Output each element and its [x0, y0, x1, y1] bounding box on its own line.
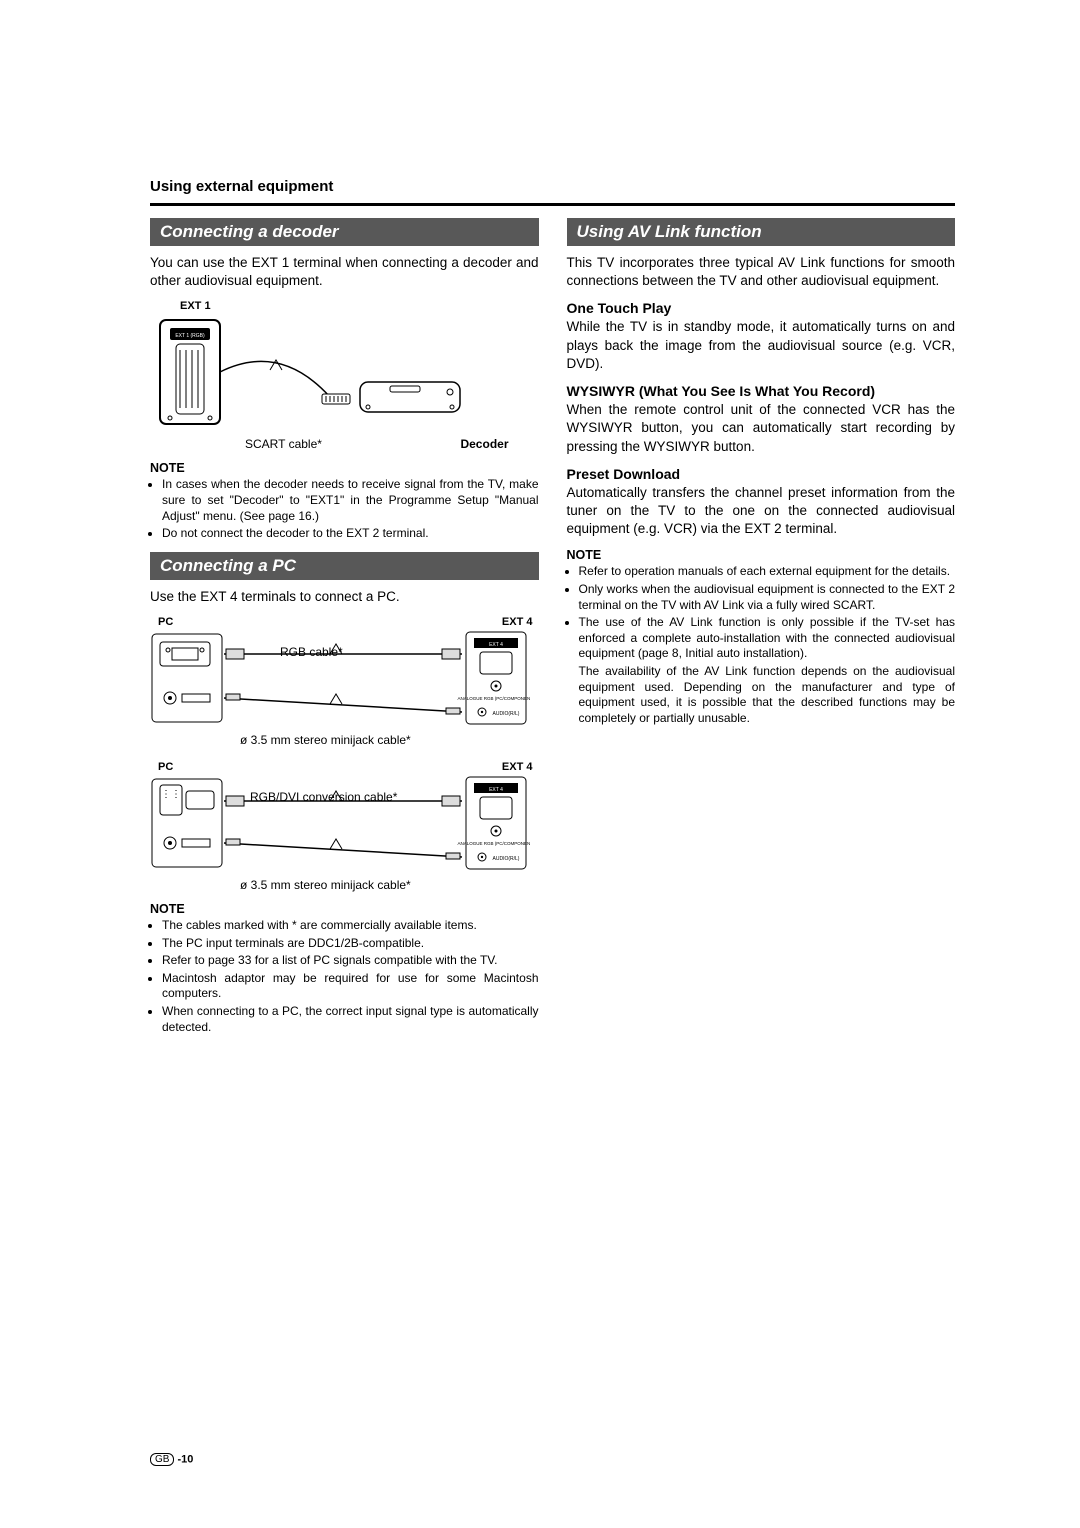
note-item: Do not connect the decoder to the EXT 2 … [162, 526, 539, 542]
note-item: Macintosh adaptor may be required for us… [162, 971, 539, 1002]
sub1-head: One Touch Play [567, 300, 956, 316]
scart-cable-label: SCART cable* [245, 437, 322, 451]
ext1-label: EXT 1 [180, 300, 539, 312]
port-badge-text: EXT 1 (RGB) [175, 333, 205, 339]
pc-a-right: EXT 4 [502, 616, 533, 628]
pc-a-cable-bottom: ø 3.5 mm stereo minijack cable* [240, 733, 539, 747]
note-item: Refer to operation manuals of each exter… [579, 564, 956, 580]
two-columns: Connecting a decoder You can use the EXT… [150, 212, 955, 1045]
pc-b-cable-bottom: ø 3.5 mm stereo minijack cable* [240, 878, 539, 892]
decoder-device-label: Decoder [460, 437, 508, 451]
svg-text:⋮⋮: ⋮⋮ [161, 789, 181, 800]
pc-b-svg: ⋮⋮ EXT 4 ANALOGUE RGB (PC/COMPONENT) AUD… [150, 773, 530, 873]
svg-text:AUDIO(R/L): AUDIO(R/L) [493, 711, 520, 717]
decoder-notes: In cases when the decoder needs to recei… [150, 477, 539, 541]
page: Using external equipment Connecting a de… [0, 0, 1080, 1528]
svg-text:ANALOGUE RGB (PC/COMPONENT): ANALOGUE RGB (PC/COMPONENT) [457, 841, 530, 846]
note-item: The cables marked with * are commerciall… [162, 918, 539, 934]
page-title: Using external equipment [150, 178, 955, 195]
note-item: In cases when the decoder needs to recei… [162, 477, 539, 524]
diagram-decoder: EXT 1 EXT 1 (RGB) [150, 300, 539, 451]
body-decoder: You can use the EXT 1 terminal when conn… [150, 254, 539, 290]
note-item: Only works when the audiovisual equipmen… [579, 582, 956, 613]
pc-notes: The cables marked with * are commerciall… [150, 918, 539, 1035]
right-column: Using AV Link function This TV incorpora… [567, 212, 956, 1045]
body-avlink: This TV incorporates three typical AV Li… [567, 254, 956, 290]
note-item: The availability of the AV Link function… [567, 664, 956, 726]
page-number: -10 [178, 1453, 194, 1465]
note-item: The PC input terminals are DDC1/2B-compa… [162, 936, 539, 952]
sub2-head: WYSIWYR (What You See Is What You Record… [567, 383, 956, 399]
note-label-2: NOTE [150, 902, 539, 916]
heading-pc: Connecting a PC [150, 552, 539, 580]
sub3-head: Preset Download [567, 466, 956, 482]
heading-avlink: Using AV Link function [567, 218, 956, 246]
svg-text:EXT 4: EXT 4 [489, 642, 503, 648]
svg-text:ANALOGUE RGB (PC/COMPONENT): ANALOGUE RGB (PC/COMPONENT) [457, 696, 530, 701]
sub3-body: Automatically transfers the channel pres… [567, 484, 956, 539]
avlink-notes: Refer to operation manuals of each exter… [567, 564, 956, 726]
note-label-3: NOTE [567, 548, 956, 562]
pc-b-left: PC [158, 761, 173, 773]
pc-b-right: EXT 4 [502, 761, 533, 773]
rule [150, 203, 955, 206]
sub2-body: When the remote control unit of the conn… [567, 401, 956, 456]
sub1-body: While the TV is in standby mode, it auto… [567, 318, 956, 373]
note-label-1: NOTE [150, 461, 539, 475]
note-item: When connecting to a PC, the correct inp… [162, 1004, 539, 1035]
left-column: Connecting a decoder You can use the EXT… [150, 212, 539, 1045]
heading-decoder: Connecting a decoder [150, 218, 539, 246]
diagram-pc-a: PC EXT 4 EXT 4 ANALO [150, 616, 539, 747]
note-item: Refer to page 33 for a list of PC signal… [162, 953, 539, 969]
svg-text:AUDIO(R/L): AUDIO(R/L) [493, 856, 520, 862]
footer: GB -10 [150, 1453, 193, 1466]
lang-badge: GB [150, 1453, 174, 1466]
body-pc: Use the EXT 4 terminals to connect a PC. [150, 588, 539, 606]
note-item: The use of the AV Link function is only … [579, 615, 956, 662]
decoder-svg: EXT 1 (RGB) [150, 312, 470, 432]
pc-a-svg: EXT 4 ANALOGUE RGB (PC/COMPONENT) AUDIO(… [150, 628, 530, 728]
svg-text:EXT 4: EXT 4 [489, 787, 503, 793]
pc-a-left: PC [158, 616, 173, 628]
diagram-pc-b: PC EXT 4 ⋮⋮ EXT 4 ANALOGUE RGB (PC/COMPO… [150, 761, 539, 892]
